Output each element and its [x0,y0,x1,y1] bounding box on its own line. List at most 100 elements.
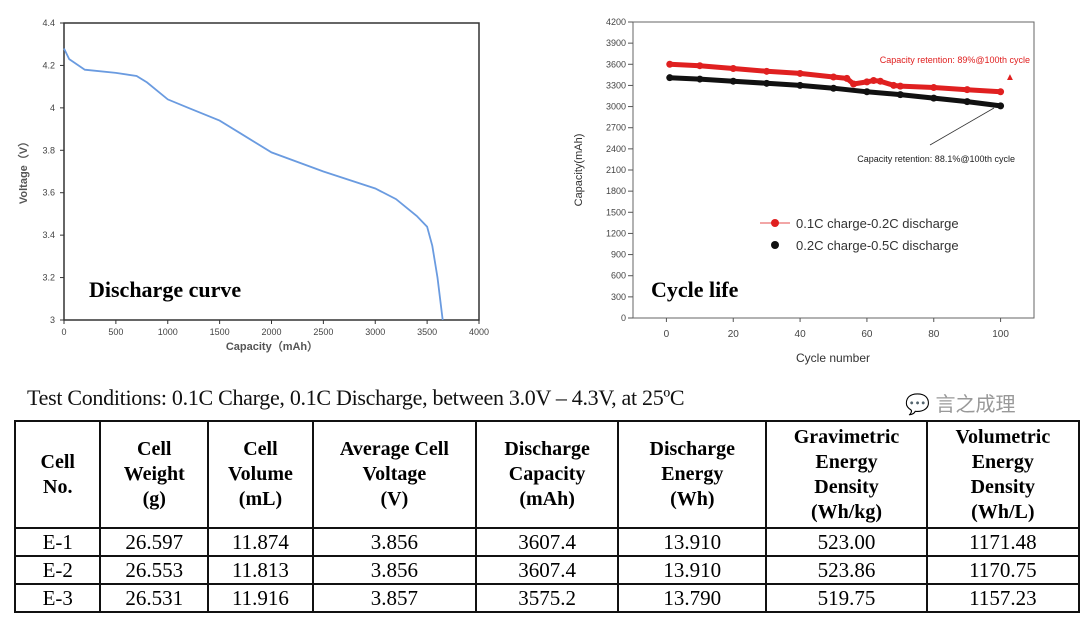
header-line: Density [814,475,879,498]
header-line: Volume [228,463,293,485]
series-1 [666,74,1005,110]
x-tick-label: 4000 [469,327,489,337]
y-tick-label: 600 [611,271,626,281]
x-tick-label: 1500 [210,327,230,337]
table-cell: 3.856 [311,527,477,557]
header-line: Cell [137,438,172,460]
table-cell: E-1 [13,527,102,557]
legend-marker-black [771,241,779,249]
y-tick-label: 4200 [606,17,626,27]
data-point [930,94,938,102]
data-point [843,74,851,82]
table-cell: 11.916 [207,583,314,613]
watermark-text: 言之成理 [935,394,1016,416]
table-cell: 523.86 [765,555,928,585]
data-point [890,81,898,89]
table-cell: 1171.48 [925,527,1080,557]
header-line: (g) [142,488,166,510]
y-tick-label: 4.2 [42,60,55,70]
table-cell: 3.856 [311,555,477,585]
x-axis-label: Capacity（mAh） [226,340,318,353]
table-cell: 13.910 [617,527,768,557]
table-cell: 3607.4 [474,555,620,585]
table-row: E-2 26.553 11.813 3.856 3607.4 13.910 523.86 11… [13,555,1080,585]
legend-label: 0.2C charge-0.5C discharge [796,238,959,253]
table-cell: E-2 [13,555,102,585]
column-header: Cell Volume (mL) [207,420,314,529]
data-point [796,69,804,77]
column-header: Cell No. [13,420,102,529]
table-header-row: Cell No. Cell Weight (g) Cell Volume (mL) Averag… [13,420,1080,529]
y-tick-label: 1200 [606,228,626,238]
table-cell: 3575.2 [474,583,620,613]
header-line: Energy [815,450,878,473]
data-point [666,74,674,82]
y-axis-label: Voltage（V） [17,136,30,204]
cycle-life-title: Cycle life [651,277,739,302]
header-line: Average Cell [339,438,449,460]
x-tick-label: 40 [795,329,807,340]
data-point [830,84,837,92]
y-axis-label: Capacity(mAh) [573,134,585,207]
x-axis-label: Cycle number [796,351,870,365]
data-point [696,62,704,70]
y-tick-label: 300 [611,292,626,302]
series-line [669,61,1001,95]
x-tick-label: 500 [108,327,123,337]
table-cell: 26.553 [99,555,210,585]
plot-frame [63,22,480,321]
header-line: Density [970,475,1036,498]
data-point [896,91,904,99]
column-header: Cell Weight (g) [99,420,210,529]
x-tick-label: 0 [61,327,66,337]
data-point [763,67,771,75]
table-cell: 1157.23 [925,583,1080,613]
x-tick-label: 2000 [261,327,281,337]
data-point [870,76,878,84]
x-tick-label: 3500 [417,327,437,337]
data-point [696,75,704,83]
discharge-curve-title: Discharge curve [89,277,242,302]
y-tick-label: 3.8 [42,145,55,155]
header-line: Voltage [362,463,427,485]
arrow-up-icon: ▲ [1005,72,1015,83]
x-tick-label: 100 [992,329,1009,340]
data-point [997,102,1005,110]
table-cell: 3607.4 [474,527,620,557]
data-point [850,80,858,88]
y-tick-label: 3000 [606,102,626,112]
data-point [930,84,938,92]
cycle-life-chart: 0 20 40 60 80 100 0 300 600 900 1200 1500 1800 2100 24… [573,17,1035,365]
header-line: (mL) [238,488,283,510]
header-line: Capacity [508,463,586,485]
x-tick-label: 80 [928,329,940,340]
x-tick-label: 3000 [365,327,385,337]
x-tick-label: 0 [664,329,670,340]
data-point [896,82,904,90]
data-point [729,65,737,73]
header-line: Energy [971,450,1034,473]
table-cell: 3.857 [311,583,477,613]
header-line: (mAh) [519,488,575,510]
legend-marker-red [771,219,779,227]
annotation-red: Capacity retention: 89%@100th cycle [880,55,1030,65]
y-tick-label: 3300 [606,80,626,90]
y-tick-label: 900 [611,250,626,260]
data-point [963,86,971,94]
header-line: Volumetric [955,425,1051,448]
table-row: E-1 26.597 11.874 3.856 3607.4 13.910 523.00 11… [13,527,1080,557]
y-tick-label: 1500 [606,207,626,217]
table-cell: 13.910 [617,555,768,585]
table-cell: 26.531 [99,583,210,613]
data-point [763,79,771,87]
y-tick-label: 3 [50,315,55,325]
y-tick-label: 2100 [606,165,626,175]
table-cell: 1170.75 [925,555,1080,585]
annotation-arrow [929,107,995,146]
data-point [729,77,737,85]
data-point [997,88,1005,96]
watermark: 💬 言之成理 [905,388,1015,417]
legend: 0.1C charge-0.2C discharge 0.2C charge-0… [760,216,959,253]
header-line: (V) [380,488,409,510]
header-line: Gravimetric [793,425,900,448]
